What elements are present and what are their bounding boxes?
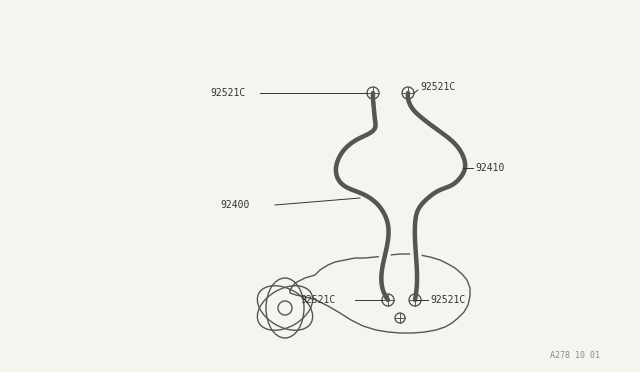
Text: A278 10 01: A278 10 01	[550, 351, 600, 360]
Text: 92521C: 92521C	[430, 295, 465, 305]
Text: 92521C: 92521C	[300, 295, 335, 305]
Text: 92400: 92400	[220, 200, 250, 210]
Text: 92410: 92410	[475, 163, 504, 173]
Text: 92521C: 92521C	[210, 88, 245, 98]
Text: 92521C: 92521C	[420, 82, 455, 92]
